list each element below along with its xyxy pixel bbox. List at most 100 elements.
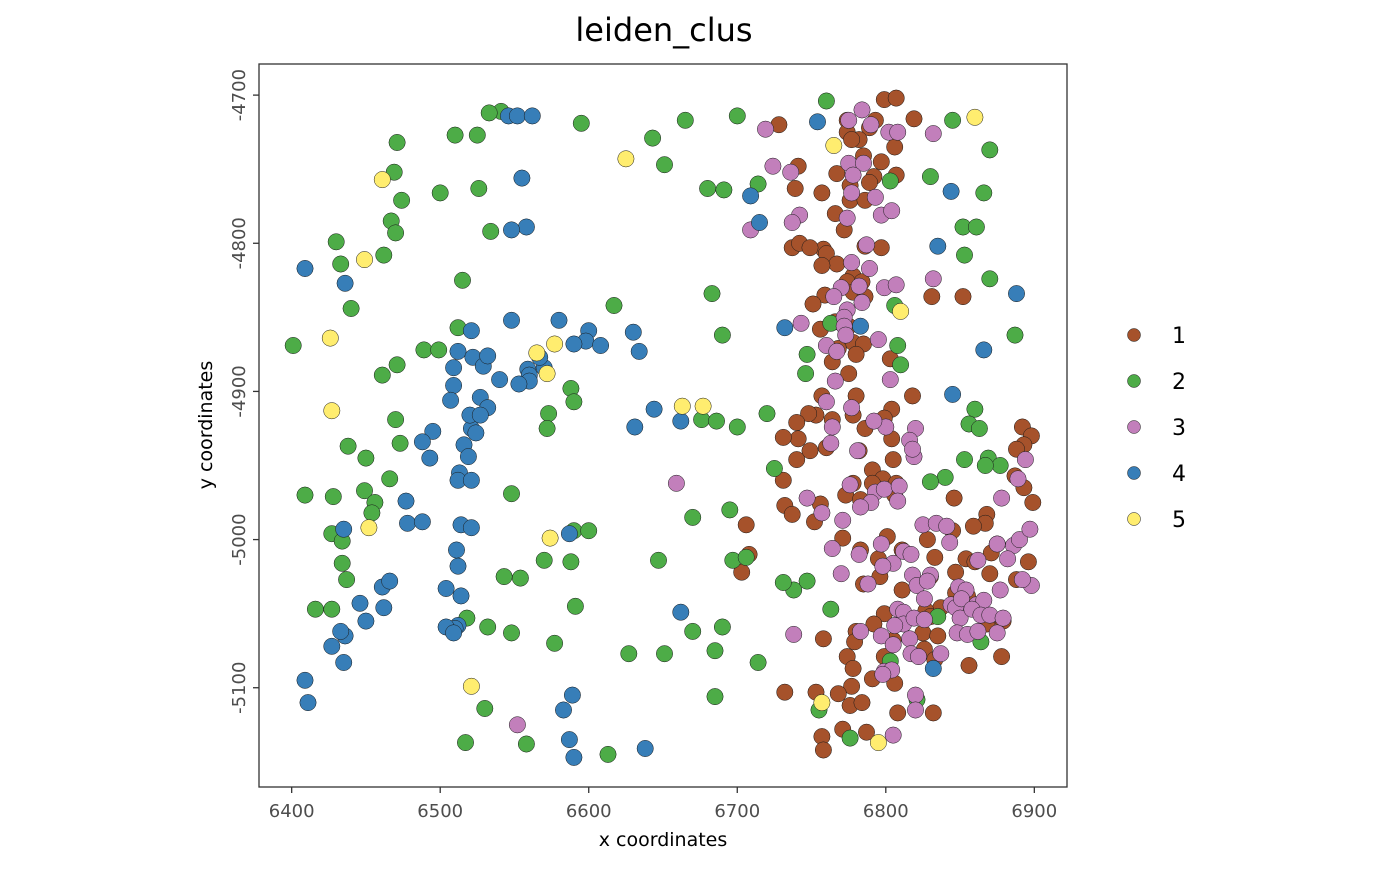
data-point xyxy=(859,575,877,593)
data-point xyxy=(482,222,500,240)
data-point xyxy=(387,411,405,429)
data-point xyxy=(457,734,474,752)
data-point xyxy=(947,563,965,581)
data-point xyxy=(335,520,353,538)
data-point xyxy=(306,600,324,618)
data-point xyxy=(758,405,776,423)
data-point xyxy=(644,129,662,147)
data-point xyxy=(855,154,872,172)
data-point xyxy=(858,236,875,254)
data-point xyxy=(321,329,339,347)
data-point xyxy=(565,748,583,766)
data-point xyxy=(853,294,871,311)
data-point xyxy=(776,319,794,337)
data-point xyxy=(393,191,411,209)
data-point xyxy=(886,617,904,634)
data-point xyxy=(785,625,803,643)
data-point xyxy=(817,393,835,411)
data-point xyxy=(503,311,520,329)
data-point xyxy=(335,654,353,671)
x-axis: 6400 6500 6600 6700 6800 6900 xyxy=(269,787,1057,822)
data-point xyxy=(942,182,960,200)
data-point xyxy=(508,716,526,734)
data-point xyxy=(503,624,520,642)
data-point xyxy=(999,550,1017,568)
data-point xyxy=(388,134,406,151)
data-point xyxy=(822,600,840,618)
data-point xyxy=(737,516,755,534)
data-point xyxy=(1011,531,1028,549)
data-point xyxy=(333,554,351,572)
data-point xyxy=(801,442,819,460)
data-point xyxy=(964,517,982,535)
data-point xyxy=(849,442,867,460)
data-point xyxy=(801,239,819,257)
data-point xyxy=(993,489,1011,507)
data-point xyxy=(462,677,480,695)
data-point xyxy=(764,157,782,175)
data-point xyxy=(926,548,944,566)
data-point xyxy=(844,660,862,677)
data-point xyxy=(327,233,345,251)
data-point xyxy=(373,366,391,384)
data-point xyxy=(981,141,999,159)
data-point xyxy=(713,618,731,636)
data-point xyxy=(550,311,568,329)
data-point xyxy=(843,254,861,271)
data-point xyxy=(929,627,947,645)
data-point xyxy=(938,517,956,535)
data-point xyxy=(822,434,840,452)
data-point xyxy=(565,335,583,353)
data-point xyxy=(783,214,801,231)
data-point xyxy=(421,449,439,467)
data-point xyxy=(424,422,442,440)
data-point xyxy=(853,101,871,119)
data-point xyxy=(563,686,581,704)
data-point xyxy=(599,745,617,763)
data-point xyxy=(774,574,792,591)
legend-label-2: 2 xyxy=(1172,370,1186,395)
data-point xyxy=(1013,571,1031,589)
data-point xyxy=(479,618,497,636)
data-point xyxy=(874,557,892,575)
data-point xyxy=(800,405,818,423)
y-axis-label: y coordinates xyxy=(195,361,217,490)
data-point xyxy=(511,569,529,587)
data-point xyxy=(789,430,807,448)
data-point xyxy=(476,700,494,717)
data-point xyxy=(960,657,978,674)
data-point xyxy=(448,541,465,559)
data-point xyxy=(924,660,942,677)
y-tick-label: -5100 xyxy=(229,662,250,714)
data-point xyxy=(844,166,862,184)
data-point xyxy=(1016,451,1034,469)
data-point xyxy=(339,437,357,455)
data-point xyxy=(843,184,861,202)
data-point xyxy=(941,534,959,551)
data-point xyxy=(381,572,399,590)
data-point xyxy=(967,218,985,236)
data-point xyxy=(809,113,826,131)
data-point xyxy=(924,270,942,288)
data-point xyxy=(338,571,356,589)
data-point xyxy=(813,694,831,712)
data-point xyxy=(715,181,733,199)
data-point xyxy=(852,498,869,516)
data-point xyxy=(656,645,673,663)
data-point xyxy=(672,412,690,430)
data-point xyxy=(508,107,526,125)
data-point xyxy=(1021,520,1039,538)
data-point xyxy=(1024,494,1042,511)
data-point xyxy=(323,600,341,618)
data-point xyxy=(875,480,893,498)
data-point xyxy=(430,341,448,359)
data-point xyxy=(813,257,831,274)
data-point xyxy=(915,590,933,608)
data-point xyxy=(991,457,1009,474)
data-point xyxy=(892,356,910,374)
data-point xyxy=(445,359,463,377)
data-point xyxy=(813,184,831,202)
data-point xyxy=(471,406,489,424)
data-point xyxy=(936,468,954,486)
data-point xyxy=(904,387,921,405)
